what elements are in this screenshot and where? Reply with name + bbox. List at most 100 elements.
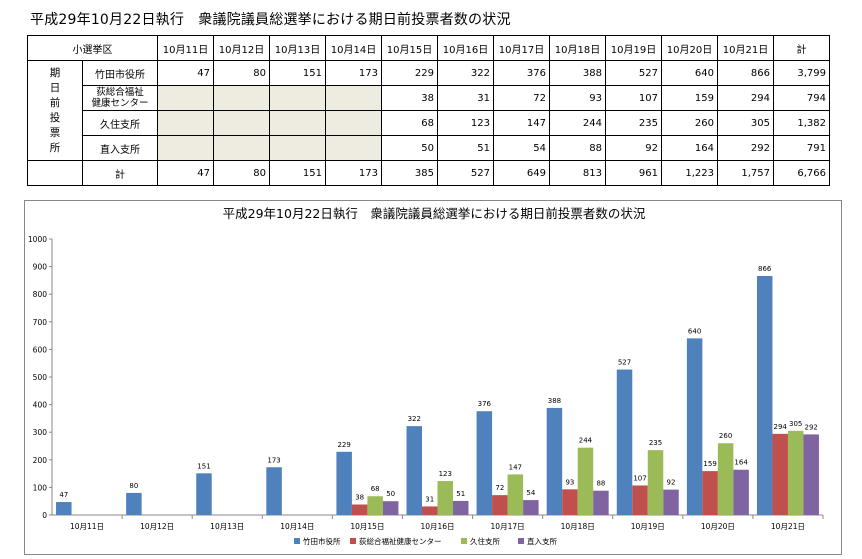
y-tick-label: 800 [33, 290, 48, 299]
bar [663, 489, 679, 515]
bar [647, 450, 664, 515]
table-cell: 244 [549, 110, 606, 136]
legend-swatch [294, 538, 300, 544]
table-cell-empty [269, 110, 326, 136]
x-tick-label: 10月18日 [561, 522, 595, 531]
data-label: 88 [596, 480, 605, 488]
data-label: 388 [548, 397, 561, 405]
bar [367, 496, 383, 515]
data-label: 322 [408, 415, 421, 423]
x-tick-label: 10月16日 [420, 522, 454, 531]
bar [266, 467, 282, 515]
y-tick-label: 600 [33, 345, 48, 354]
table-cell: 123 [437, 110, 494, 136]
bar [702, 471, 718, 515]
table-cell: 294 [717, 85, 774, 111]
data-label: 92 [667, 479, 676, 487]
data-label: 72 [495, 484, 504, 492]
table-cell: 292 [717, 135, 774, 161]
bar [336, 451, 352, 515]
group-label-char: 期 [49, 66, 61, 79]
bar [616, 369, 633, 515]
x-tick-label: 10月19日 [631, 522, 665, 531]
bar [476, 411, 493, 515]
bar-chart: 平成29年10月22日執行 衆議院議員総選挙における期日前投票者数の状況 0 100… [28, 206, 824, 546]
legend-swatch [518, 538, 524, 544]
bar [492, 495, 508, 515]
table-cell-empty [269, 135, 326, 161]
table-cell: 3,799 [773, 60, 830, 86]
bar [406, 426, 422, 515]
table-header-cell: 10月19日 [605, 35, 662, 61]
total-cell: 151 [269, 160, 326, 186]
table-cell: 305 [717, 110, 774, 136]
data-label: 47 [59, 491, 68, 499]
x-tick-label: 10月17日 [491, 522, 525, 531]
table-cell: 1,382 [773, 110, 830, 136]
table-cell: 107 [605, 85, 662, 111]
data-label: 51 [456, 490, 465, 498]
bar [717, 443, 734, 515]
data-label: 235 [649, 439, 662, 447]
table-row: 期日前投票所竹田市役所 47 80 151 173 229 322 376 388 527 640 8… [27, 60, 830, 161]
table-group-label: 期日前投票所 [27, 60, 83, 161]
table-cell: 68 [381, 110, 438, 136]
table-cell-empty [157, 135, 214, 161]
table-cell: 151 [269, 60, 326, 86]
data-label: 68 [371, 485, 380, 493]
bar [453, 500, 469, 515]
x-tick-label: 10月13日 [210, 522, 244, 531]
data-label: 93 [565, 478, 574, 486]
table-header-cell: 計 [773, 35, 830, 61]
row-label: 荻総合福祉 健康センター [82, 85, 158, 111]
x-tick-label: 10月20日 [701, 522, 735, 531]
group-label-char: 前 [49, 96, 61, 109]
table-cell: 794 [773, 85, 830, 111]
legend-swatch [350, 538, 356, 544]
table-cell: 260 [661, 110, 718, 136]
data-label: 50 [386, 490, 395, 498]
table-cell: 235 [605, 110, 662, 136]
data-label: 147 [509, 463, 522, 471]
y-tick-label: 200 [33, 456, 48, 465]
table-header-cell: 10月11日 [157, 35, 214, 61]
data-label: 244 [579, 437, 593, 445]
y-tick-label: 900 [33, 263, 48, 272]
table-header-cell: 10月14日 [325, 35, 382, 61]
data-label: 31 [425, 495, 434, 503]
table-cell: 791 [773, 135, 830, 161]
bar [351, 504, 368, 515]
y-tick-label: 500 [33, 373, 48, 382]
bar [382, 501, 399, 515]
total-cell: 80 [213, 160, 270, 186]
table-cell: 866 [717, 60, 774, 86]
bar [686, 338, 703, 515]
table-cell: 147 [493, 110, 550, 136]
table-header-cell: 10月20日 [661, 35, 718, 61]
table-cell: 376 [493, 60, 550, 86]
legend-label: 久住支所 [470, 536, 500, 546]
total-cell: 385 [381, 160, 438, 186]
data-label: 376 [478, 400, 492, 408]
table-row: 久住支所 68 123 147 244 235 260 305 1,382 [28, 110, 830, 136]
y-tick-label: 100 [33, 483, 48, 492]
x-tick-label: 10月11日 [70, 522, 104, 531]
chart-title: 平成29年10月22日執行 衆議院議員総選挙における期日前投票者数の状況 [223, 206, 646, 221]
data-label: 107 [633, 474, 646, 482]
legend-label: 竹田市役所 [303, 536, 341, 546]
table-total-spacer [27, 160, 83, 186]
bar [196, 473, 212, 515]
row-label: 久住支所 [82, 110, 158, 136]
legend-label: 直入支所 [527, 536, 557, 546]
bar [787, 430, 804, 515]
group-label-char: 投 [49, 111, 61, 124]
table-row: 直入支所 50 51 54 88 92 164 292 791 [28, 135, 830, 161]
page-title: 平成29年10月22日執行 衆議院議員総選挙における期日前投票者数の状況 [30, 12, 511, 28]
data-label: 292 [805, 423, 818, 431]
bar [772, 433, 788, 515]
bar [756, 275, 773, 515]
bar [546, 407, 563, 515]
table-cell: 88 [549, 135, 606, 161]
table-cell: 388 [549, 60, 606, 86]
table-cell-empty [325, 135, 382, 161]
